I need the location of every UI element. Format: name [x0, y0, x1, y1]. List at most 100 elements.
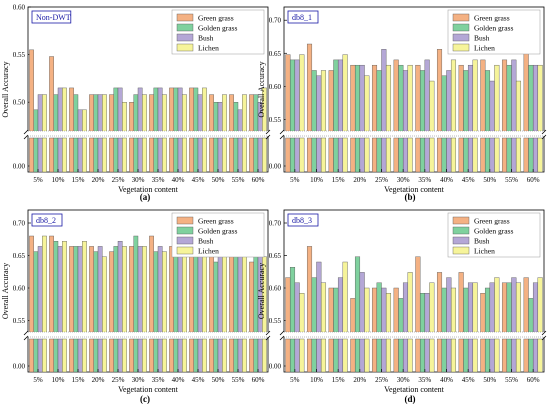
bar-upper: [237, 109, 243, 133]
bar-lower: [142, 338, 147, 373]
bar-lower: [458, 137, 464, 173]
x-tick-label: 55%: [232, 176, 245, 184]
bar-upper: [77, 109, 83, 133]
bar-lower: [463, 338, 469, 373]
bar-lower: [137, 338, 143, 373]
bar-lower: [253, 338, 259, 373]
axis-break-mark: [541, 330, 547, 341]
plot-frame: [283, 6, 545, 173]
bar-lower: [73, 137, 79, 173]
bar-lower: [359, 137, 365, 173]
bar-lower: [69, 137, 74, 173]
bar-upper: [73, 246, 79, 334]
y-tick-label: 0.65: [13, 252, 26, 260]
legend-label: Bush: [474, 237, 490, 246]
bar-lower: [407, 137, 413, 173]
bar-lower: [333, 338, 339, 373]
bar-upper: [381, 287, 387, 334]
bar-upper: [489, 80, 495, 133]
bar-lower: [511, 137, 517, 173]
bar-lower: [193, 137, 199, 173]
bar-upper: [82, 109, 87, 133]
panel-title-text: db8_3: [292, 216, 312, 225]
bar-lower: [441, 338, 447, 373]
x-tick-label: 30%: [397, 376, 410, 384]
bar-lower: [511, 338, 517, 373]
bar-upper: [153, 251, 159, 334]
legend-label: Golden grass: [474, 227, 513, 236]
bar-lower: [222, 137, 227, 173]
bar-upper: [217, 101, 223, 133]
bar-lower: [262, 338, 267, 373]
bar-lower: [109, 338, 114, 373]
bar-upper: [463, 287, 469, 334]
bar-upper: [371, 287, 378, 334]
bar-upper: [450, 287, 457, 334]
bar-upper: [506, 282, 512, 334]
bar-upper: [57, 246, 63, 334]
bar-lower: [113, 137, 119, 173]
bar-lower: [501, 137, 508, 173]
bar-upper: [289, 59, 296, 133]
panel-title: db8_1: [287, 10, 319, 24]
bar-lower: [57, 338, 63, 373]
bar-lower: [393, 137, 399, 173]
x-tick-label: 15%: [332, 376, 345, 384]
bar-upper: [113, 87, 119, 133]
bar-upper: [458, 272, 464, 334]
y-tick-label: 0.70: [269, 17, 282, 25]
bar-lower: [153, 137, 159, 173]
bar-upper: [515, 282, 522, 334]
bar-lower: [381, 137, 387, 173]
bar-lower: [480, 338, 486, 373]
bar-upper: [93, 251, 99, 334]
panel-title-box: [287, 213, 319, 227]
bar-lower: [109, 137, 114, 173]
bar-lower: [133, 338, 139, 373]
bar-lower: [257, 137, 263, 173]
bar-upper: [162, 94, 167, 133]
bar-lower: [149, 338, 154, 373]
axis-break-mark: [265, 129, 271, 140]
legend-swatch: [452, 23, 470, 32]
bar-lower: [446, 338, 452, 373]
bar-lower: [371, 338, 378, 373]
panel-caption: (c): [140, 394, 150, 404]
bar-lower: [316, 338, 322, 373]
bar-upper: [285, 54, 291, 133]
bar-lower: [133, 137, 139, 173]
bar-upper: [328, 287, 334, 334]
bar-upper: [294, 59, 300, 133]
x-tick-label: 50%: [483, 376, 496, 384]
x-tick-label: 25%: [112, 376, 125, 384]
x-tick-label: 50%: [212, 376, 225, 384]
bar-lower: [162, 137, 167, 173]
bar-upper: [376, 282, 382, 334]
x-tick-label: 50%: [483, 176, 496, 184]
bar-upper: [328, 70, 334, 133]
bar-lower: [494, 338, 500, 373]
bar-lower: [342, 338, 348, 373]
x-axis-label: Vegetation content: [118, 385, 179, 394]
x-tick-label: 60%: [527, 176, 540, 184]
bar-upper: [289, 267, 296, 334]
bar-lower: [489, 338, 495, 373]
bar-lower: [424, 338, 430, 373]
bar-upper: [69, 87, 74, 133]
bar-lower: [537, 137, 543, 173]
bar-upper: [149, 94, 154, 133]
bar-lower: [415, 338, 421, 373]
axis-break-mark: [279, 330, 285, 341]
bar-lower: [93, 137, 99, 173]
bar-upper: [109, 251, 114, 334]
x-tick-label: 5%: [33, 376, 43, 384]
bar-upper: [528, 298, 534, 334]
bar-upper: [528, 64, 534, 133]
bar-upper: [484, 287, 491, 334]
bar-lower: [242, 137, 247, 173]
bar-lower: [371, 137, 378, 173]
bar-upper: [450, 59, 457, 133]
bar-upper: [350, 64, 356, 133]
bar-lower: [37, 338, 43, 373]
